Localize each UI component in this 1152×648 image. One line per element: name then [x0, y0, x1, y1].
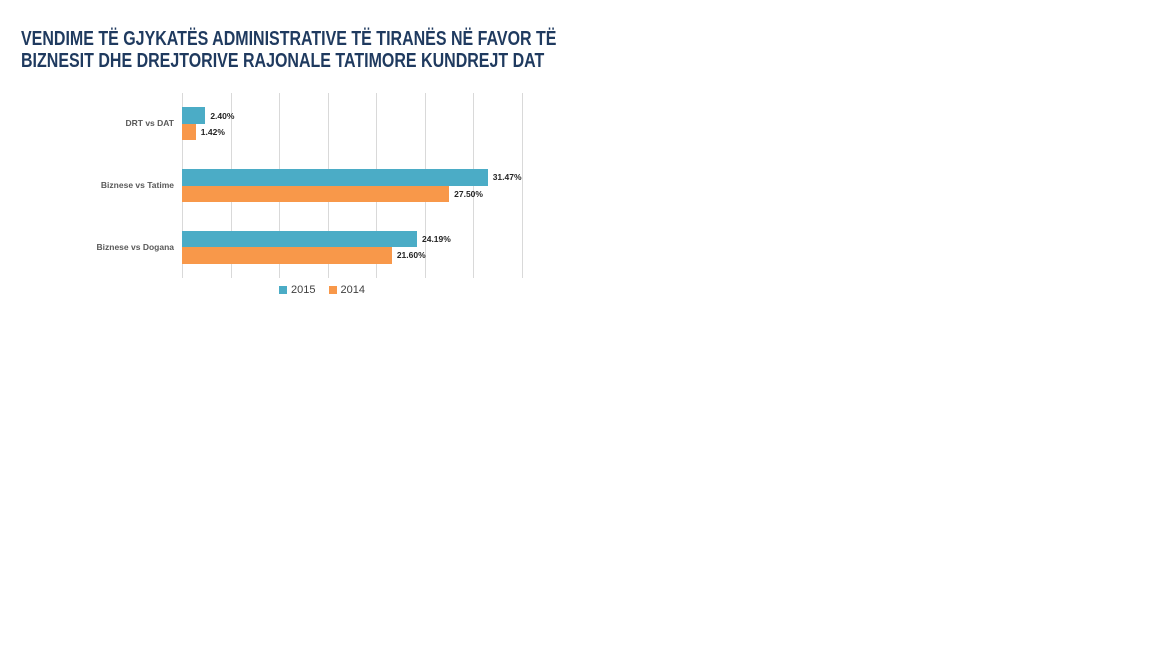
- category-label: Biznese vs Dogana: [96, 241, 174, 252]
- category-label: Biznese vs Tatime: [100, 180, 174, 190]
- gridline: [522, 93, 523, 278]
- bar-2015-2: 24.19%: [182, 230, 451, 248]
- chart-title-line2: BIZNESIT DHE DREJTORIVE RAJONALE TATIMOR…: [21, 50, 545, 72]
- bar-2014-2: 21.60%: [182, 247, 426, 264]
- legend-swatch-icon: [279, 286, 288, 294]
- legend-item-2014: 2014: [328, 284, 365, 296]
- bar-value-label: 27.50%: [454, 188, 483, 199]
- bar-2014-1: 27.50%: [182, 185, 483, 202]
- bar-value-label: 1.42%: [200, 127, 225, 138]
- bar-value-label: 24.19%: [421, 233, 451, 244]
- legend-label: 2015: [291, 284, 316, 296]
- bar-value-label: 21.60%: [396, 250, 426, 261]
- chart-title: VENDIME TË GJYKATËS ADMINISTRATIVE TË TI…: [21, 28, 556, 72]
- category-label: DRT vs DAT: [125, 118, 175, 129]
- plot-area: 2.40% 1.42% 31.47% 27.50% 24.19% 21.60%: [182, 93, 523, 278]
- bar-2014-0: 1.42%: [182, 123, 225, 141]
- gridline: [473, 93, 475, 278]
- legend-item-2015: 2015: [279, 284, 316, 296]
- legend-swatch-icon: [328, 286, 337, 294]
- chart-title-line1: VENDIME TË GJYKATËS ADMINISTRATIVE TË TI…: [21, 28, 557, 50]
- chart-legend: 2015 2014: [102, 284, 542, 296]
- legend-label: 2014: [340, 284, 365, 296]
- bar-2015-1: 31.47%: [182, 169, 522, 186]
- bar-2015-0: 2.40%: [182, 107, 234, 124]
- bar-value-label: 2.40%: [210, 110, 235, 121]
- bar-value-label: 31.47%: [492, 172, 522, 183]
